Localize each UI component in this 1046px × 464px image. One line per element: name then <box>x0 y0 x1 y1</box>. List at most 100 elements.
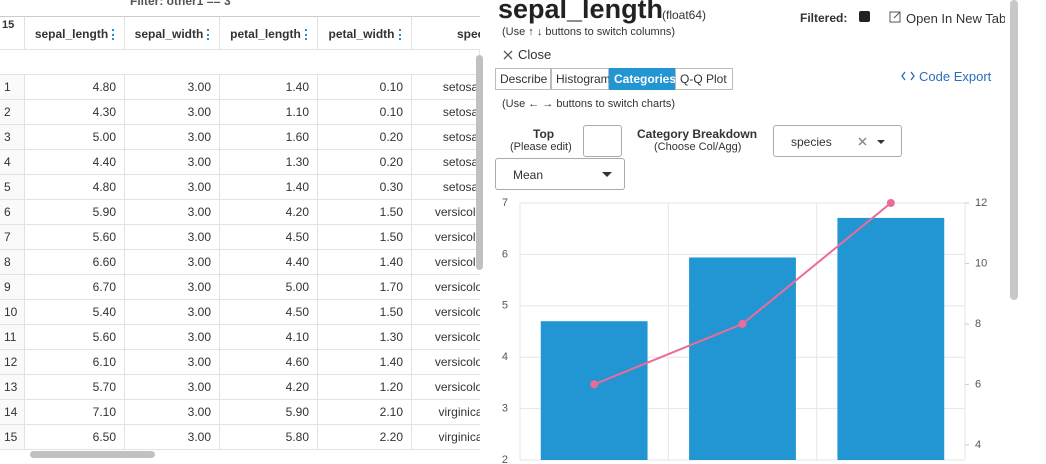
open-icon <box>889 11 901 23</box>
cell: 5.90 <box>25 200 125 225</box>
code-icon <box>901 71 915 81</box>
point <box>590 380 599 389</box>
tab[interactable]: Describe <box>495 68 551 90</box>
breakdown-sub: (Choose Col/Agg) <box>654 141 742 153</box>
header-text: species <box>456 27 480 41</box>
select-value: species <box>791 135 832 149</box>
cell: 0.30 <box>318 175 412 200</box>
cell: 6.60 <box>25 250 125 275</box>
column-header[interactable]: petal_width <box>318 16 412 50</box>
open-new-tab[interactable]: Open In New Tab <box>906 11 1005 26</box>
cell: 1.50 <box>318 225 412 250</box>
row-index: 7 <box>0 225 25 250</box>
header-text: petal_length <box>230 27 301 41</box>
row-index: 8 <box>0 250 25 275</box>
cell: 1.20 <box>318 375 412 400</box>
y2-tick-label: 10 <box>975 257 987 269</box>
cell: 6.50 <box>25 425 125 450</box>
row-count: 15 <box>0 16 25 50</box>
cell: 0.10 <box>318 100 412 125</box>
cell: 4.80 <box>25 75 125 100</box>
code-export[interactable]: Code Export <box>919 69 992 84</box>
cell: 1.60 <box>220 125 318 150</box>
cell: 1.30 <box>220 150 318 175</box>
page-scrollbar[interactable] <box>1010 0 1018 300</box>
cell: versicolor <box>412 300 480 325</box>
cell: 4.50 <box>220 225 318 250</box>
cell: 4.20 <box>220 375 318 400</box>
row-index: 12 <box>0 350 25 375</box>
cell: virginica <box>412 400 480 425</box>
point <box>738 319 747 328</box>
close-icon <box>503 50 513 60</box>
cell: 5.00 <box>220 275 318 300</box>
top-input[interactable] <box>583 125 622 157</box>
cell: 1.40 <box>220 175 318 200</box>
point <box>886 199 895 207</box>
cell: 3.00 <box>125 325 220 350</box>
select-icon <box>602 172 612 177</box>
row-index: 15 <box>0 425 25 450</box>
drag-handle[interactable] <box>304 29 307 41</box>
chart-hint: (Use ← → buttons to switch charts) <box>502 98 675 110</box>
tab[interactable]: Histogram <box>551 68 611 90</box>
tab[interactable]: Q-Q Plot <box>675 68 733 90</box>
y-tick-label: 2 <box>502 454 508 464</box>
category-select[interactable]: species <box>773 125 902 157</box>
row-index: 13 <box>0 375 25 400</box>
cell: 3.00 <box>125 425 220 450</box>
cell: 5.60 <box>25 225 125 250</box>
cell: 4.40 <box>25 150 125 175</box>
cell: 1.70 <box>318 275 412 300</box>
cell: setosa <box>412 150 480 175</box>
cell: 0.20 <box>318 125 412 150</box>
agg-select[interactable]: Mean <box>495 158 625 190</box>
cell: versicolor <box>412 375 480 400</box>
row-index: 3 <box>0 125 25 150</box>
cell: 3.00 <box>125 375 220 400</box>
y2-tick-label: 12 <box>975 197 987 209</box>
column-header[interactable]: sepal_length <box>25 16 125 50</box>
checkbox[interactable] <box>859 11 870 22</box>
cell: setosa <box>412 125 480 150</box>
drag-handle[interactable] <box>112 29 115 41</box>
y2-tick-label: 8 <box>975 318 981 330</box>
drag-handle[interactable] <box>398 29 401 41</box>
tab[interactable]: Categories <box>609 68 676 90</box>
cell: 4.80 <box>25 175 125 200</box>
cell: 3.00 <box>125 175 220 200</box>
cell: 3.00 <box>125 225 220 250</box>
dtype: (float64) <box>662 8 707 22</box>
cell: 1.10 <box>220 100 318 125</box>
row-index: 4 <box>0 150 25 175</box>
column-header[interactable]: species <box>412 16 480 50</box>
bar <box>837 217 945 460</box>
cell: versicolor <box>412 275 480 300</box>
column-header[interactable]: petal_length <box>220 16 318 50</box>
scrollbar[interactable] <box>476 55 483 270</box>
header-text: petal_width <box>328 27 395 41</box>
column-header[interactable]: sepal_width <box>125 16 220 50</box>
close-button[interactable]: Close <box>518 47 552 62</box>
cell: 1.40 <box>220 75 318 100</box>
row-index: 9 <box>0 275 25 300</box>
cell: 4.50 <box>220 300 318 325</box>
cell: versicolor <box>412 225 480 250</box>
header-spacer <box>0 50 480 75</box>
y-tick-label: 4 <box>502 351 508 363</box>
cell: 4.10 <box>220 325 318 350</box>
bar <box>540 321 648 460</box>
cell: 3.00 <box>125 400 220 425</box>
cell: versicolor <box>412 200 480 225</box>
drag-handle[interactable] <box>207 29 210 41</box>
cell: 2.10 <box>318 400 412 425</box>
cell: virginica <box>412 425 480 450</box>
cell: 5.40 <box>25 300 125 325</box>
cell: setosa <box>412 175 480 200</box>
select-value: Mean <box>513 168 544 182</box>
header-text: sepal_length <box>34 27 109 41</box>
cell: 3.00 <box>125 150 220 175</box>
y2-tick-label: 4 <box>975 439 981 451</box>
scrollbar[interactable] <box>30 451 155 458</box>
